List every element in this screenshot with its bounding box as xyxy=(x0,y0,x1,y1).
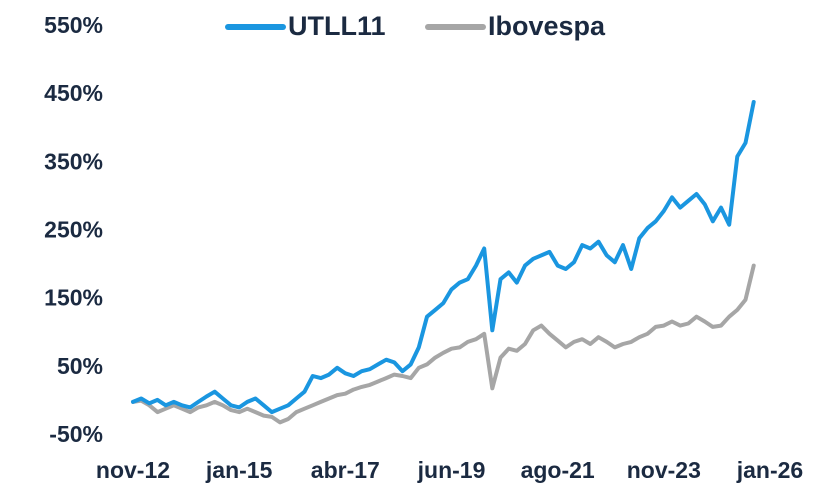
y-tick-label: 150% xyxy=(44,285,103,311)
y-tick-label: 50% xyxy=(57,353,103,379)
y-tick-label: -50% xyxy=(49,421,103,447)
x-tick-label: jan-26 xyxy=(736,457,803,483)
x-tick-label: ago-21 xyxy=(521,457,595,483)
legend-label: Ibovespa xyxy=(488,11,606,41)
x-tick-label: abr-17 xyxy=(311,457,380,483)
series-line xyxy=(131,100,756,415)
x-tick-label: nov-12 xyxy=(96,457,170,483)
series-line xyxy=(131,263,756,425)
x-tick-label: nov-23 xyxy=(627,457,701,483)
y-tick-label: 250% xyxy=(44,217,103,243)
legend-label: UTLL11 xyxy=(288,11,386,41)
y-tick-label: 550% xyxy=(44,12,103,38)
y-tick-label: 350% xyxy=(44,148,103,174)
x-tick-label: jan-15 xyxy=(205,457,273,483)
x-tick-label: jun-19 xyxy=(417,457,486,483)
y-tick-label: 450% xyxy=(44,80,103,106)
